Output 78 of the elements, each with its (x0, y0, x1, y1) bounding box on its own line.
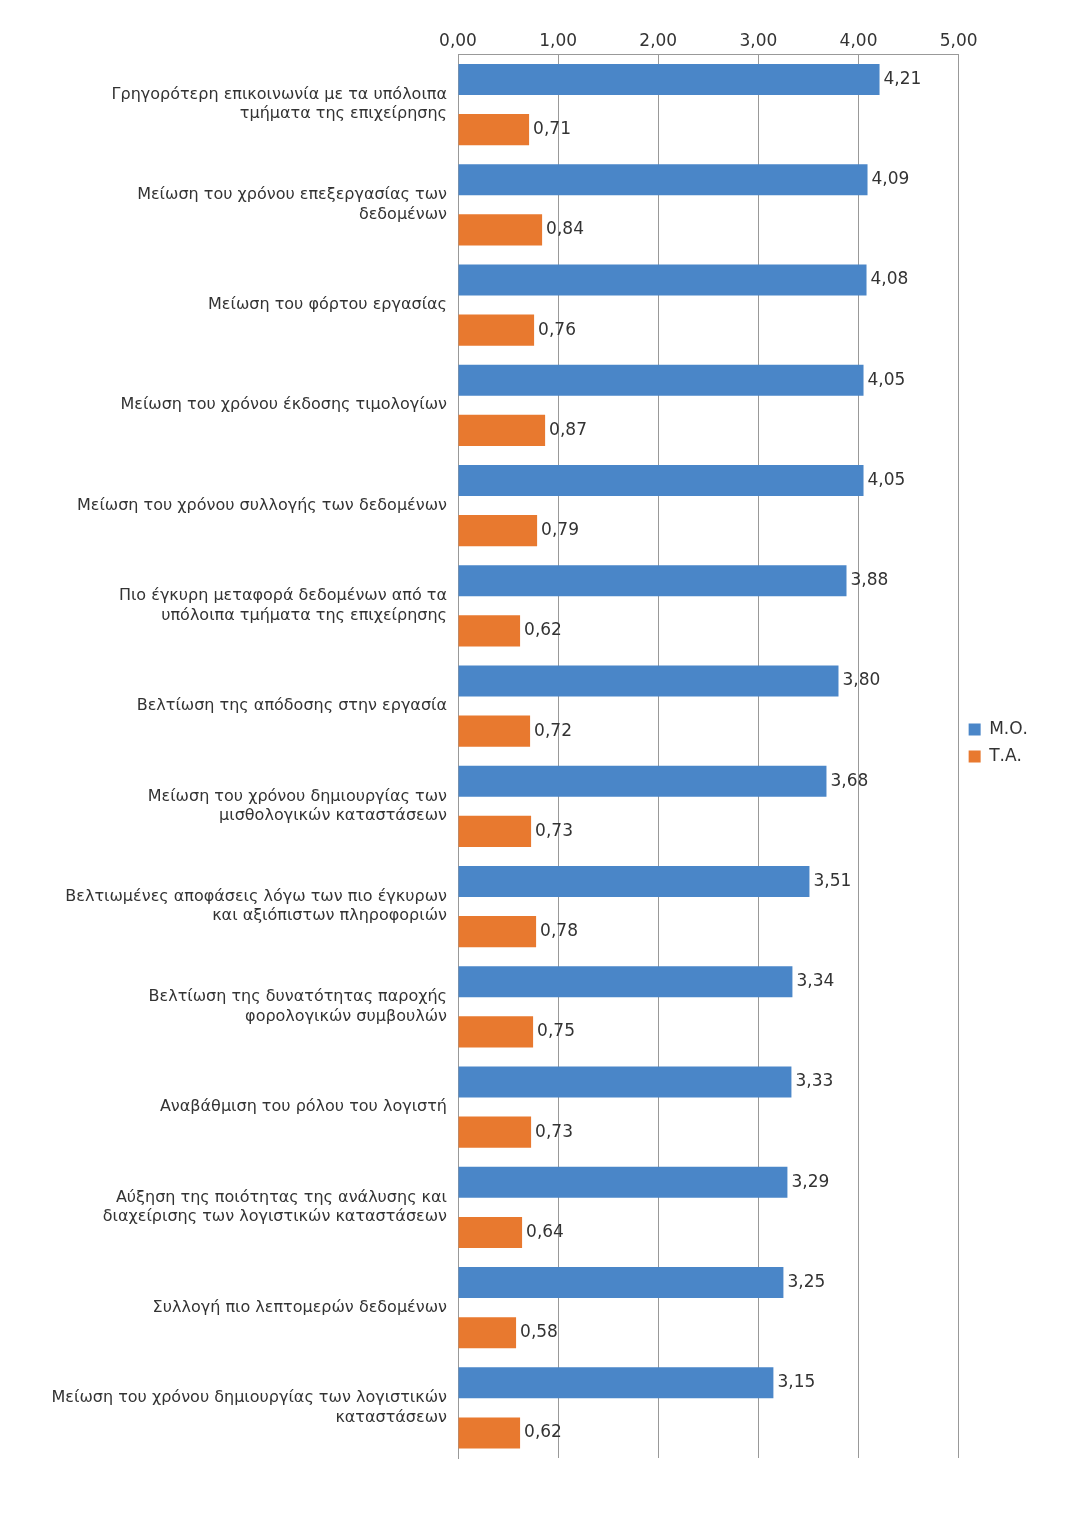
data-label: 4,05 (867, 368, 906, 389)
bar (458, 565, 847, 597)
bar (458, 765, 827, 797)
x-tick-label: 3,00 (739, 29, 778, 50)
bar (458, 1267, 784, 1299)
data-label: 0,71 (533, 118, 571, 139)
data-label: 0,73 (535, 1120, 573, 1141)
data-label: 0,79 (541, 519, 579, 540)
y-tick-label: Αύξηση της ποιότητας της ανάλυσης και διαχείρισης των λογιστικών καταστάσεων (102, 1186, 448, 1226)
bar (458, 815, 532, 847)
data-label: 3,33 (795, 1070, 834, 1091)
data-label: 0,76 (538, 318, 576, 339)
bar (458, 63, 880, 95)
bar (458, 916, 537, 948)
y-tick-label: Αναβάθμιση του ρόλου του λογιστή (159, 1096, 447, 1116)
bar (458, 464, 864, 497)
bar (458, 1216, 523, 1248)
data-label: 0,78 (540, 920, 578, 941)
data-label: 0,64 (526, 1220, 564, 1241)
y-tick-label: Μείωση του φόρτου εργασίας (208, 294, 447, 314)
bar (458, 214, 543, 246)
data-label: 3,88 (850, 569, 889, 590)
x-tick-label: 1,00 (539, 29, 578, 50)
y-tick-label: Μείωση του χρόνου συλλογής των δεδομένων (76, 494, 448, 514)
data-label: 4,21 (883, 67, 922, 88)
data-label: 0,84 (546, 218, 584, 239)
x-tick-label: 5,00 (939, 29, 978, 50)
data-label: 3,29 (791, 1170, 830, 1191)
legend-label: Μ.Ο. (989, 717, 1028, 738)
data-label: 0,75 (537, 1020, 575, 1041)
y-tick-label: Βελτιωμένες αποφάσεις λόγω των πιο έγκυρων και αξιόπιστων πληροφοριών (65, 886, 448, 925)
data-label: 3,80 (842, 669, 881, 690)
y-tick-label: Πιο έγκυρη μεταφορά δεδομένων από τα υπόλοιπα τμήματα της επιχείρησης (118, 585, 447, 624)
bar (458, 114, 530, 146)
bar (458, 615, 521, 647)
data-label: 3,15 (777, 1371, 816, 1392)
bar (458, 1116, 532, 1148)
x-tick-label: 2,00 (639, 29, 678, 50)
y-tick-label: Μείωση του χρόνου έκδοσης τιμολογίων (120, 394, 448, 414)
data-label: 4,09 (871, 168, 910, 189)
bar (458, 1066, 792, 1098)
data-label: 0,72 (534, 719, 572, 740)
x-tick-label: 0,00 (439, 29, 477, 50)
y-tick-label: Μείωση του χρόνου δημιουργίας των μισθολογικών καταστάσεων (147, 785, 448, 825)
y-tick-label: Γρηγορότερη επικοινωνία με τα υπόλοιπα τμήματα της επιχείρησης (111, 84, 447, 123)
bar (458, 364, 864, 396)
bar (458, 1417, 521, 1449)
bar (458, 1367, 774, 1399)
data-label: 0,58 (520, 1321, 558, 1342)
data-label: 4,05 (867, 468, 906, 489)
data-label: 3,68 (830, 769, 869, 790)
bar (458, 1166, 788, 1198)
bar (458, 414, 546, 446)
legend-label: Τ.Α. (988, 744, 1022, 765)
data-label: 0,62 (524, 1421, 562, 1442)
x-tick-label: 4,00 (839, 29, 878, 50)
data-label: 4,08 (870, 268, 909, 289)
bar (458, 715, 531, 747)
bar (458, 314, 535, 346)
data-label: 0,87 (549, 418, 587, 439)
bar (458, 1016, 534, 1048)
y-tick-label: Βελτίωση της δυνατότητας παροχής φορολογικών συμβουλών (148, 986, 448, 1025)
bar (458, 515, 538, 547)
y-tick-label: Μείωση του χρόνου δημιουργίας των λογιστικών καταστάσεων (51, 1387, 448, 1426)
bar (458, 665, 839, 697)
bar (458, 164, 868, 196)
bar (458, 1317, 517, 1349)
data-label: 0,62 (524, 619, 562, 640)
data-label: 0,73 (535, 819, 573, 840)
bar (458, 865, 810, 898)
data-label: 3,25 (787, 1270, 826, 1291)
y-tick-label: Βελτίωση της απόδοσης στην εργασία (136, 695, 447, 715)
bar (458, 966, 793, 998)
y-tick-label: Συλλογή πιο λεπτομερών δεδομένων (152, 1296, 448, 1316)
y-tick-label: Μείωση του χρόνου επεξεργασίας των δεδομένων (137, 184, 448, 223)
data-label: 3,34 (796, 970, 835, 991)
bar (458, 264, 867, 296)
data-label: 3,51 (813, 869, 852, 890)
